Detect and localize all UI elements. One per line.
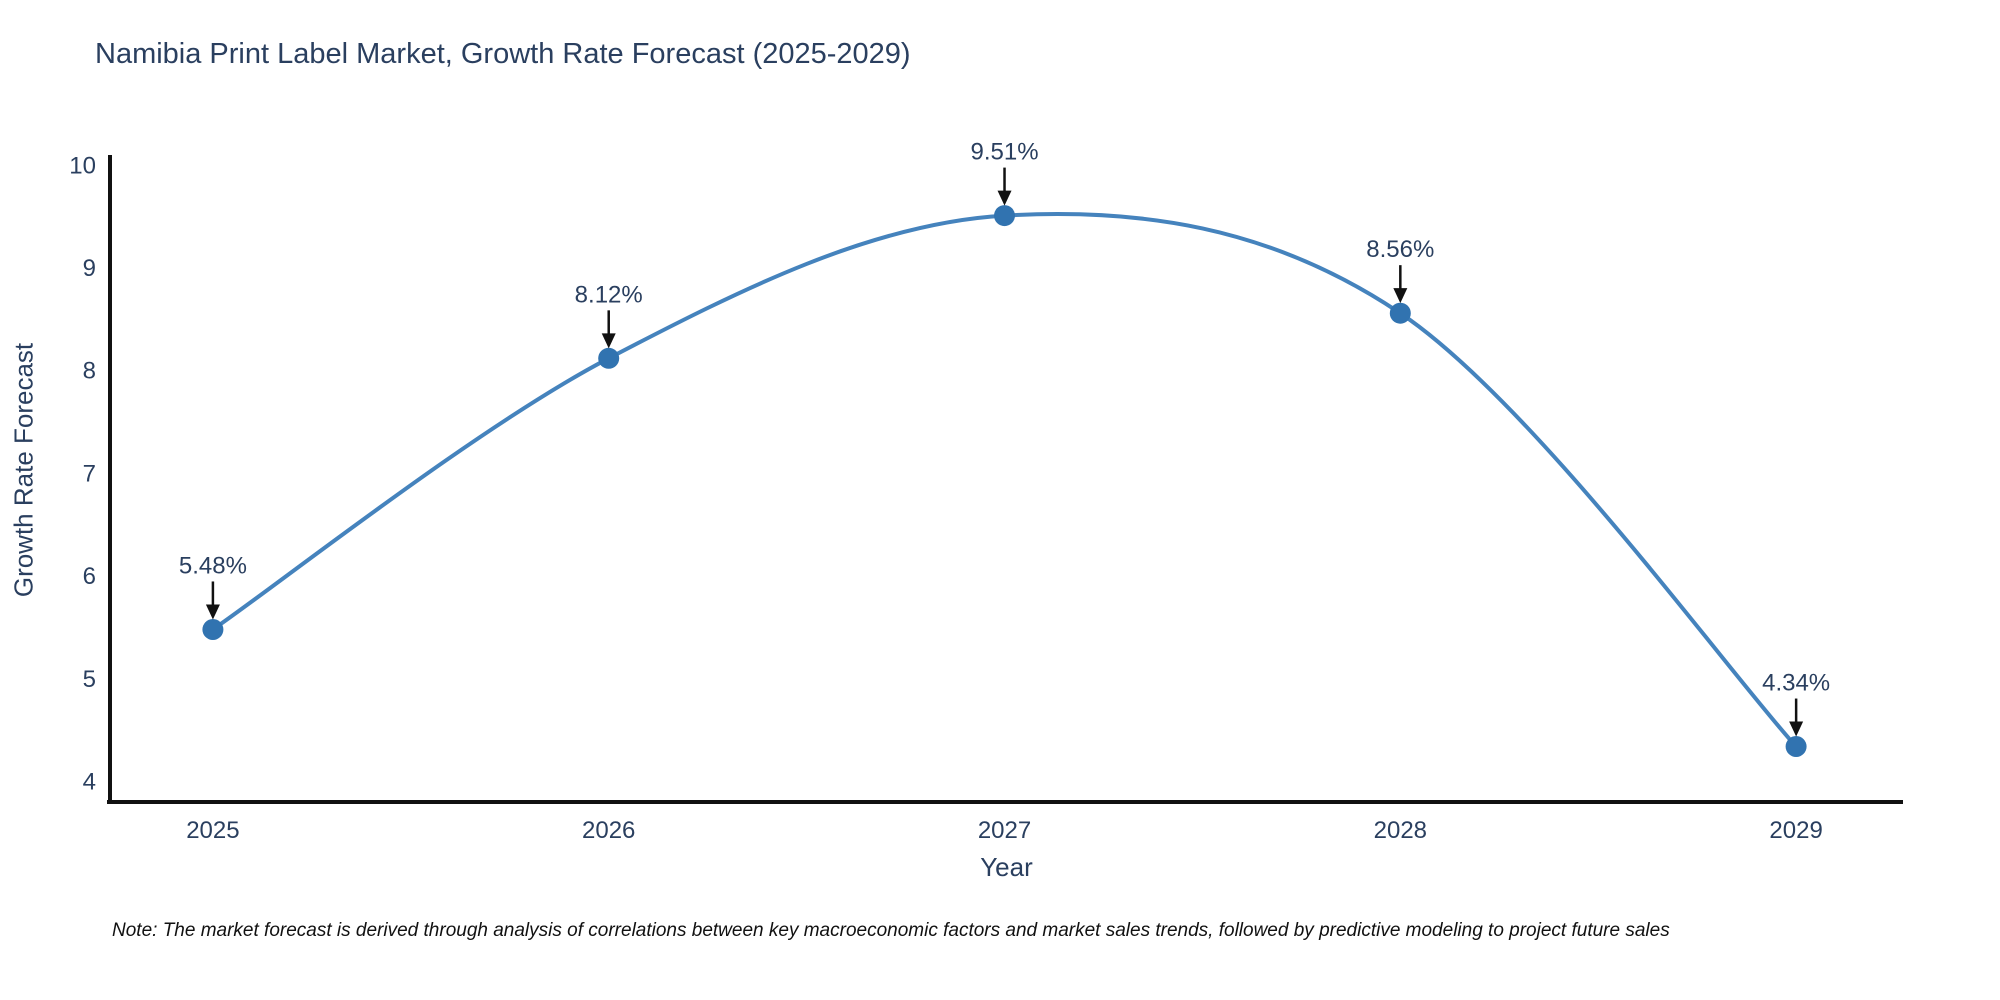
data-point-label: 4.34% <box>1762 670 1830 697</box>
annotation-arrowhead-icon <box>997 190 1012 206</box>
y-tick-label: 5 <box>83 666 96 693</box>
y-tick-label: 9 <box>83 255 96 282</box>
data-point-label: 8.12% <box>575 281 643 308</box>
footnote: Note: The market forecast is derived thr… <box>112 920 1670 941</box>
annotation-arrowhead-icon <box>205 604 220 620</box>
y-tick-label: 8 <box>83 358 96 385</box>
y-tick-label: 4 <box>83 768 96 795</box>
data-point-label: 8.56% <box>1366 236 1434 263</box>
y-tick-label: 6 <box>83 563 96 590</box>
annotation-arrowhead-icon <box>601 333 616 349</box>
data-point-marker <box>1389 302 1411 324</box>
data-point-marker <box>598 347 620 369</box>
x-tick-label: 2026 <box>582 817 635 844</box>
data-point-marker <box>994 205 1015 227</box>
data-point-marker <box>1785 736 1807 757</box>
y-axis-title: Growth Rate Forecast <box>8 342 39 598</box>
annotation-arrowhead-icon <box>1393 288 1408 304</box>
y-tick-label: 7 <box>83 460 96 487</box>
forecast-line <box>210 212 1799 749</box>
data-point-marker <box>202 619 224 640</box>
chart-title: Namibia Print Label Market, Growth Rate … <box>95 38 911 70</box>
x-tick-label: 2028 <box>1374 817 1427 844</box>
annotation-arrowhead-icon <box>1789 721 1804 737</box>
data-point-label: 9.51% <box>970 139 1038 166</box>
data-point-label: 5.48% <box>179 552 247 579</box>
x-tick-label: 2027 <box>978 817 1031 844</box>
x-axis-title: Year <box>980 852 1033 882</box>
y-tick-label: 10 <box>69 152 96 179</box>
x-tick-label: 2025 <box>186 817 239 844</box>
x-tick-label: 2029 <box>1769 817 1822 844</box>
